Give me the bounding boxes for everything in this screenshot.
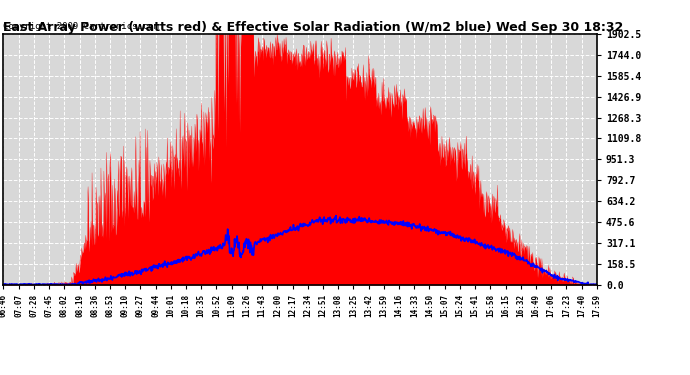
Text: Copyright 2009 Cartronics.com: Copyright 2009 Cartronics.com (3, 22, 159, 31)
Text: East Array Power (watts red) & Effective Solar Radiation (W/m2 blue) Wed Sep 30 : East Array Power (watts red) & Effective… (3, 21, 624, 34)
